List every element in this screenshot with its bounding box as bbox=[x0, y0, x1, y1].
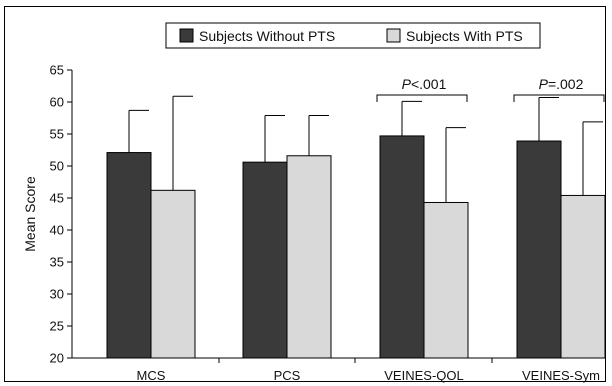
legend-label: Subjects With PTS bbox=[406, 28, 523, 44]
bar-with-pts bbox=[423, 201, 469, 359]
significance-bracket bbox=[376, 94, 468, 102]
significance-bracket bbox=[513, 94, 605, 102]
y-tick-label: 20 bbox=[50, 351, 64, 366]
legend-swatch-without-pts bbox=[179, 28, 194, 43]
bar-without-pts bbox=[516, 140, 562, 359]
legend-box bbox=[165, 22, 541, 49]
y-tick-label: 45 bbox=[50, 191, 64, 206]
bar-with-pts bbox=[560, 194, 606, 359]
p-value: =.002 bbox=[548, 76, 584, 92]
y-tick-label: 60 bbox=[50, 95, 64, 110]
x-category-label: VEINES-Sym bbox=[522, 368, 600, 383]
bar-without-pts bbox=[379, 135, 425, 359]
bar-with-pts bbox=[286, 155, 332, 359]
legend-label: Subjects Without PTS bbox=[199, 28, 335, 44]
bar-without-pts bbox=[242, 161, 288, 359]
legend-swatch-with-pts bbox=[386, 28, 401, 43]
y-tick-label: 50 bbox=[50, 159, 64, 174]
x-category-label: PCS bbox=[274, 368, 301, 383]
bar-with-pts bbox=[150, 189, 196, 359]
y-tick-label: 40 bbox=[50, 223, 64, 238]
p-symbol: P bbox=[402, 76, 412, 92]
y-axis-title: Mean Score bbox=[22, 176, 38, 252]
significance-label: P<.001 bbox=[402, 76, 447, 92]
p-value: <.001 bbox=[411, 76, 447, 92]
x-category-label: VEINES-QOL bbox=[384, 368, 463, 383]
y-tick-label: 25 bbox=[50, 319, 64, 334]
y-tick-label: 55 bbox=[50, 127, 64, 142]
y-tick-label: 35 bbox=[50, 255, 64, 270]
x-category-label: MCS bbox=[137, 368, 166, 383]
y-tick-label: 30 bbox=[50, 287, 64, 302]
p-symbol: P bbox=[539, 76, 549, 92]
y-tick-label: 65 bbox=[50, 63, 64, 78]
bar-without-pts bbox=[106, 152, 152, 359]
significance-label: P=.002 bbox=[539, 76, 584, 92]
